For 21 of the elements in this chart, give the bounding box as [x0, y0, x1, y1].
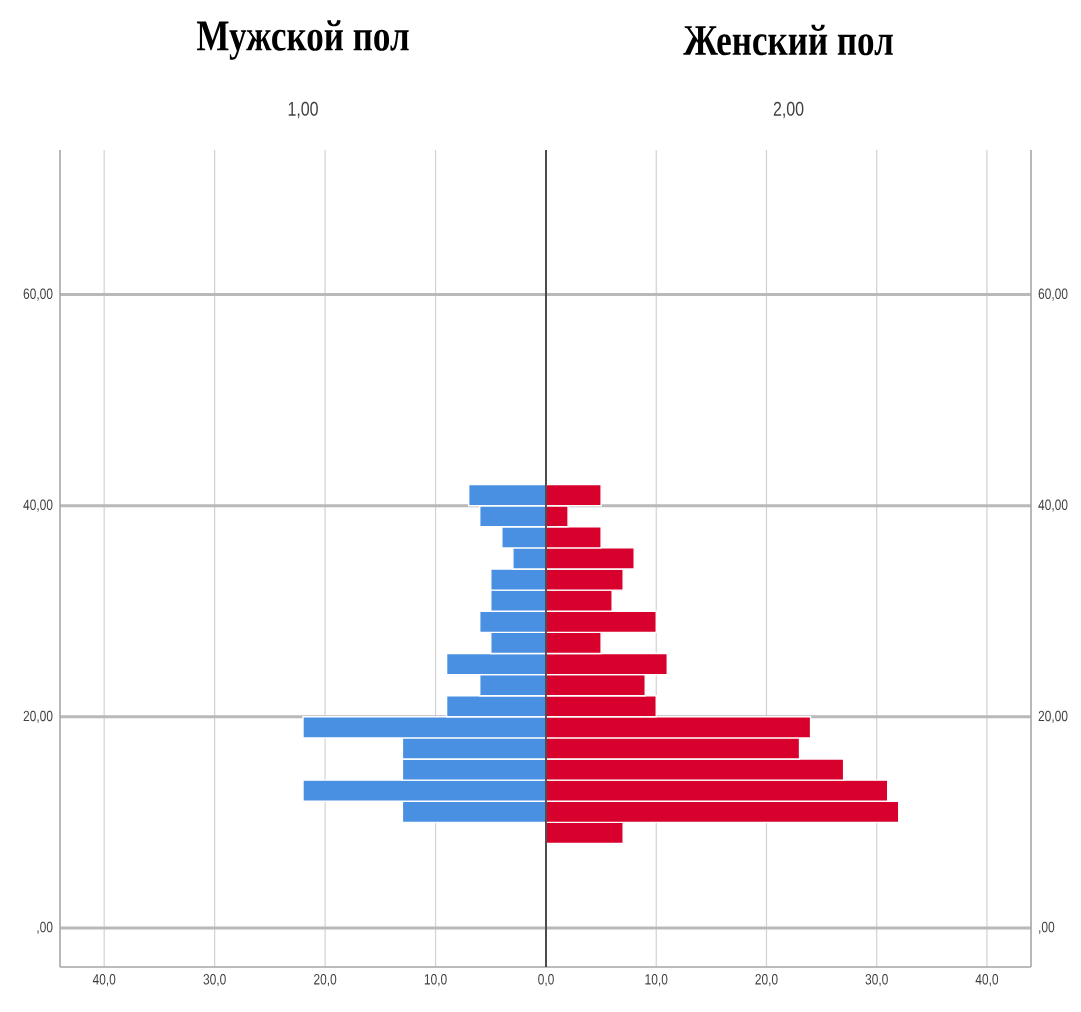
x-tick-label: 20,0 [755, 974, 778, 987]
chart-title: Мужской пол [196, 20, 409, 60]
x-tick-label: 30,0 [865, 974, 888, 987]
y-tick-label: 60,00 [23, 288, 53, 301]
y-tick-label: 40,00 [1038, 499, 1068, 512]
y-tick-label: 60,00 [1038, 288, 1068, 301]
x-tick-label: 10,0 [424, 974, 447, 987]
x-tick-label: 40,0 [975, 974, 999, 987]
y-tick-label: 20,00 [23, 710, 53, 723]
x-tick-label: 10,0 [645, 974, 668, 987]
x-tick-label: 20,0 [314, 974, 337, 987]
x-tick-label: 40,0 [92, 974, 116, 987]
x-tick-label: 0,0 [538, 974, 554, 987]
chart-subtitle: 1,00 [288, 101, 318, 119]
y-tick-label: 40,00 [23, 499, 53, 512]
y-tick-label: ,00 [37, 921, 53, 935]
chart-subtitle: 2,00 [773, 101, 804, 119]
x-tick-label: 30,0 [203, 974, 226, 987]
y-tick-label: 20,00 [1038, 710, 1068, 723]
chart-title: Женский пол [683, 24, 893, 56]
y-tick-label: ,00 [1039, 921, 1055, 935]
